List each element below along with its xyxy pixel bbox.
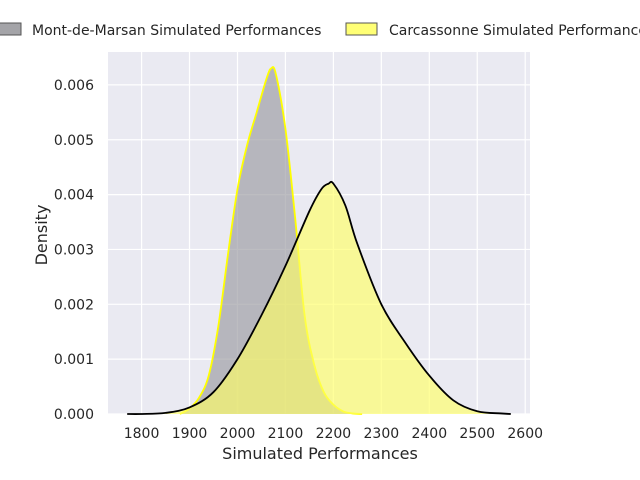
y-tick-label: 0.001	[54, 352, 94, 368]
x-tick-label: 2600	[507, 426, 543, 442]
y-tick-labels: 0.000 0.001 0.002 0.003 0.004 0.005 0.006	[54, 78, 94, 423]
series-2-area	[127, 181, 511, 415]
x-tick-label: 2200	[316, 426, 352, 442]
x-tick-label: 2000	[220, 426, 256, 442]
legend-label-1: Mont-de-Marsan Simulated Performances	[32, 23, 321, 39]
series-1-area	[179, 67, 363, 415]
legend-swatch-2	[345, 22, 378, 36]
legend-label-2: Carcassonne Simulated Performances	[389, 23, 640, 39]
y-tick-label: 0.002	[54, 297, 94, 313]
x-tick-label: 1800	[124, 426, 160, 442]
y-tick-label: 0.006	[54, 78, 94, 94]
series-2-line	[127, 180, 511, 415]
y-axis-label: Density	[32, 205, 51, 266]
x-tick-labels: 1800 1900 2000 2100 2200 2300 2400 2500 2600	[124, 426, 543, 442]
density-areas	[127, 66, 511, 415]
y-tick-label: 0.005	[54, 133, 94, 149]
x-tick-label: 2100	[268, 426, 304, 442]
x-tick-label: 1900	[172, 426, 208, 442]
x-tick-label: 2400	[411, 426, 447, 442]
x-tick-label: 2300	[364, 426, 400, 442]
x-tick-label: 2500	[459, 426, 495, 442]
legend: Mont-de-Marsan Simulated Performances Car…	[0, 22, 640, 39]
y-tick-label: 0.003	[54, 242, 94, 258]
legend-swatch-1	[0, 22, 22, 36]
x-axis-label: Simulated Performances	[222, 444, 418, 463]
y-tick-label: 0.000	[54, 407, 94, 423]
y-tick-label: 0.004	[54, 188, 94, 204]
